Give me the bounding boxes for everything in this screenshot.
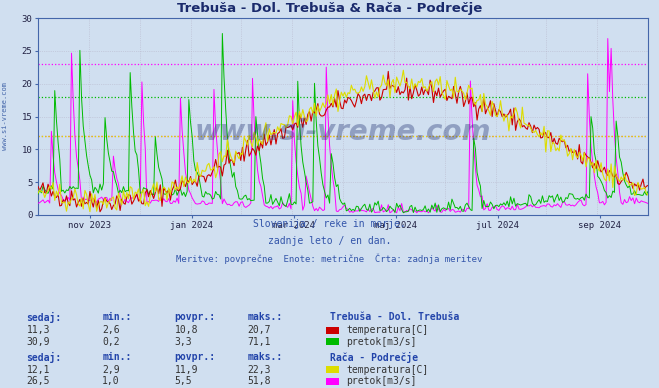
Text: 71,1: 71,1: [247, 337, 271, 347]
Text: 2,6: 2,6: [102, 325, 120, 335]
Text: povpr.:: povpr.:: [175, 312, 215, 322]
Text: Meritve: povprečne  Enote: metrične  Črta: zadnja meritev: Meritve: povprečne Enote: metrične Črta:…: [177, 254, 482, 264]
Text: 22,3: 22,3: [247, 365, 271, 375]
Text: 2,9: 2,9: [102, 365, 120, 375]
Text: 1,0: 1,0: [102, 376, 120, 386]
Text: temperatura[C]: temperatura[C]: [346, 325, 428, 335]
Text: maks.:: maks.:: [247, 312, 282, 322]
Text: www.si-vreme.com: www.si-vreme.com: [195, 118, 491, 146]
Text: www.si-vreme.com: www.si-vreme.com: [2, 83, 9, 151]
Text: 26,5: 26,5: [26, 376, 50, 386]
Text: 30,9: 30,9: [26, 337, 50, 347]
Text: pretok[m3/s]: pretok[m3/s]: [346, 337, 416, 347]
Text: povpr.:: povpr.:: [175, 352, 215, 362]
Text: 10,8: 10,8: [175, 325, 198, 335]
Text: Trebuša - Dol. Trebuša: Trebuša - Dol. Trebuša: [330, 312, 459, 322]
Text: 11,3: 11,3: [26, 325, 50, 335]
Text: Rača - Podrečje: Rača - Podrečje: [330, 352, 418, 363]
Text: maks.:: maks.:: [247, 352, 282, 362]
Text: Trebuša - Dol. Trebuša & Rača - Podrečje: Trebuša - Dol. Trebuša & Rača - Podrečje: [177, 2, 482, 15]
Text: 51,8: 51,8: [247, 376, 271, 386]
Text: 0,2: 0,2: [102, 337, 120, 347]
Text: sedaj:: sedaj:: [26, 352, 61, 363]
Text: 5,5: 5,5: [175, 376, 192, 386]
Text: Slovenija / reke in morje.: Slovenija / reke in morje.: [253, 219, 406, 229]
Text: min.:: min.:: [102, 352, 132, 362]
Text: 12,1: 12,1: [26, 365, 50, 375]
Text: sedaj:: sedaj:: [26, 312, 61, 323]
Text: temperatura[C]: temperatura[C]: [346, 365, 428, 375]
Text: 20,7: 20,7: [247, 325, 271, 335]
Text: zadnje leto / en dan.: zadnje leto / en dan.: [268, 236, 391, 246]
Text: 3,3: 3,3: [175, 337, 192, 347]
Text: pretok[m3/s]: pretok[m3/s]: [346, 376, 416, 386]
Text: 11,9: 11,9: [175, 365, 198, 375]
Text: min.:: min.:: [102, 312, 132, 322]
